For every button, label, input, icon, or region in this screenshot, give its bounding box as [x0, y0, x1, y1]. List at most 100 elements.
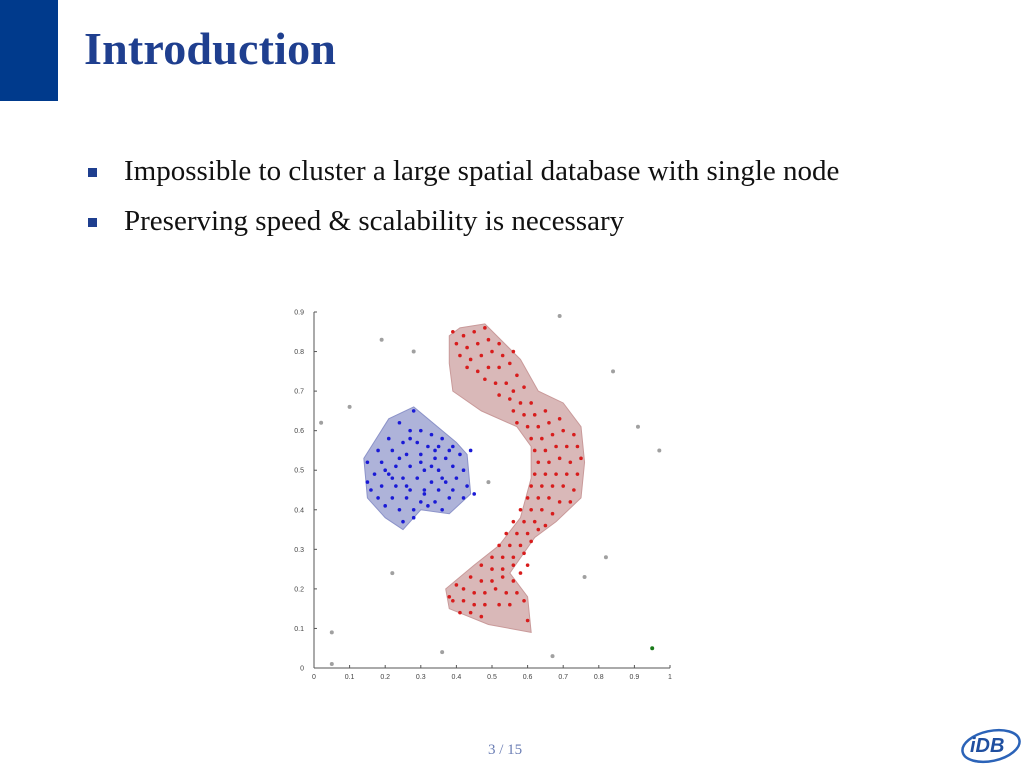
x-tick-label: 0.8: [594, 674, 604, 681]
cluster-point: [483, 591, 487, 595]
cluster-point: [500, 555, 505, 560]
cluster-point: [522, 551, 526, 556]
cluster-point: [394, 464, 398, 469]
y-tick-label: 0.5: [294, 468, 304, 475]
cluster-point: [397, 420, 402, 425]
cluster-point: [572, 488, 576, 492]
noise-point: [347, 404, 352, 409]
cluster-point: [483, 602, 487, 607]
cluster-point: [550, 484, 555, 488]
cluster-point: [490, 579, 494, 583]
cluster-point: [500, 567, 505, 571]
cluster-point: [543, 523, 548, 528]
cluster-point: [518, 507, 523, 512]
y-tick-label: 0.9: [294, 310, 304, 317]
cluster-point: [472, 492, 476, 496]
cluster-point: [511, 349, 516, 354]
cluster-point: [493, 381, 498, 385]
cluster-point: [564, 444, 569, 449]
cluster-point: [522, 413, 526, 417]
cluster-point: [447, 448, 452, 453]
cluster-point: [557, 417, 562, 421]
cluster-point: [515, 531, 519, 536]
cluster-point: [508, 361, 512, 366]
cluster-point: [390, 496, 395, 500]
noise-point: [635, 424, 640, 429]
cluster-point: [454, 341, 459, 346]
cluster-point: [550, 432, 555, 437]
cluster-point: [568, 500, 573, 504]
cluster-point: [429, 432, 434, 437]
cluster-point: [376, 448, 380, 453]
noise-point: [557, 313, 562, 318]
cluster-point: [451, 464, 455, 469]
cluster-point: [497, 602, 501, 607]
y-tick-label: 0: [300, 666, 304, 673]
cluster-point: [522, 519, 526, 524]
cluster-point: [532, 472, 537, 476]
cluster-point: [475, 341, 480, 346]
y-tick-label: 0.8: [294, 349, 304, 356]
cluster-point: [518, 571, 523, 575]
noise-point: [329, 630, 334, 635]
cluster-point: [508, 397, 512, 401]
cluster-point: [451, 598, 455, 603]
cluster-point: [529, 401, 533, 405]
cluster-point: [419, 460, 423, 465]
cluster-point: [543, 409, 548, 413]
cluster-point: [497, 365, 501, 370]
cluster-point: [497, 341, 501, 346]
cluster-point: [369, 488, 373, 492]
cluster-hull: [363, 406, 472, 531]
cluster-point: [554, 472, 558, 476]
cluster-point: [443, 456, 448, 461]
cluster-point: [483, 377, 487, 382]
cluster-point: [461, 468, 466, 473]
cluster-point: [490, 555, 494, 560]
cluster-point: [429, 480, 434, 484]
y-tick-label: 0.2: [294, 586, 304, 593]
cluster-point: [401, 440, 405, 445]
cluster-point: [536, 527, 541, 532]
cluster-point: [479, 353, 484, 358]
cluster-point: [411, 515, 416, 520]
x-tick-label: 0.9: [630, 674, 640, 681]
cluster-point: [436, 488, 441, 492]
x-tick-label: 0.5: [487, 674, 497, 681]
cluster-point: [575, 444, 580, 449]
cluster-point: [557, 500, 562, 504]
noise-point: [486, 480, 491, 485]
cluster-point: [511, 519, 516, 524]
cluster-point: [508, 602, 512, 607]
cluster-point: [461, 598, 466, 603]
cluster-point: [422, 488, 427, 492]
cluster-point: [529, 507, 533, 512]
cluster-point: [540, 436, 544, 441]
cluster-point: [404, 452, 409, 457]
y-tick-label: 0.6: [294, 428, 304, 435]
cluster-point: [426, 504, 430, 508]
clustering-scatter-chart: 0 0.1 0.2 0.3 0.4 0.5 0.6 0.7 0.8 0.9 1 0 0.1 0.2 0.3 0…: [280, 300, 680, 685]
cluster-point: [547, 460, 551, 465]
cluster-point: [572, 432, 576, 437]
cluster-point: [536, 460, 541, 465]
page-number: 3 / 15: [488, 742, 523, 758]
x-tick-label: 0.1: [345, 674, 355, 681]
cluster-point: [536, 424, 541, 429]
cluster-point: [411, 507, 416, 512]
cluster-point: [486, 337, 491, 342]
cluster-point: [575, 472, 580, 476]
cluster-point: [411, 409, 416, 413]
cluster-point: [379, 460, 384, 465]
cluster-point: [504, 381, 509, 385]
cluster-point: [529, 539, 533, 544]
cluster-point: [561, 428, 565, 433]
cluster-point: [408, 488, 412, 492]
cluster-point: [436, 444, 441, 449]
noise-point: [603, 555, 608, 560]
cluster-point: [433, 448, 437, 453]
cluster-point: [386, 472, 391, 476]
cluster-point: [511, 563, 516, 567]
noise-point: [550, 654, 555, 659]
cluster-point: [529, 436, 533, 441]
